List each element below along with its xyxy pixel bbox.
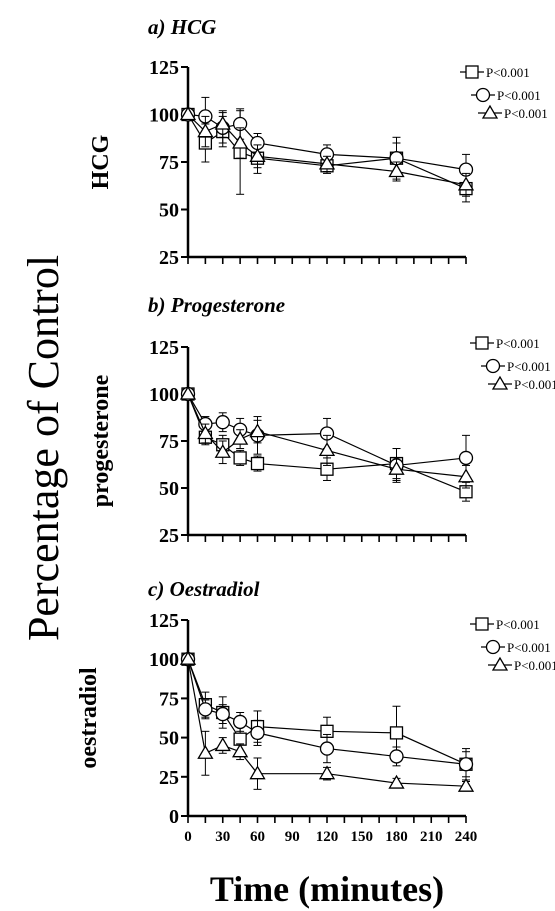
data-point [249, 148, 266, 162]
data-point [249, 765, 266, 780]
data-point [389, 749, 404, 764]
legend-label: P<0.001 [504, 106, 548, 121]
legend-marker [481, 104, 499, 119]
data-point [179, 385, 197, 400]
data-point [250, 725, 265, 741]
y-tick-label: 125 [149, 337, 179, 359]
legend-marker [475, 336, 489, 350]
data-point [318, 442, 336, 457]
legend-marker [485, 639, 501, 655]
legend-marker [475, 617, 489, 631]
data-point [214, 737, 231, 752]
legend-label: P<0.001 [496, 617, 540, 632]
chart-title: c) Oestradiol [148, 577, 260, 601]
legend-label: P<0.001 [507, 640, 551, 655]
data-point [231, 743, 249, 758]
data-point [197, 744, 214, 759]
data-point [215, 706, 230, 722]
chart-panels: a) HCG HCG 25 50 75 100 125 P<0.001 P<0.001 P<0.0… [76, 15, 555, 845]
data-point [250, 456, 265, 471]
y-tick-label: 125 [149, 610, 179, 632]
data-point [389, 726, 404, 740]
y-axis-title: oestradiol [76, 667, 102, 769]
x-tick-label: 210 [420, 829, 443, 845]
y-tick-label: 50 [159, 728, 179, 750]
chart-panel: b) Progesterone progesterone 25 50 75 100 125 P… [88, 293, 555, 547]
series-triangle [179, 106, 475, 197]
legend-marker [475, 87, 491, 103]
series-triangle [179, 650, 475, 792]
data-point [249, 423, 266, 438]
data-point [179, 106, 197, 121]
data-point [457, 468, 475, 483]
data-point [457, 176, 475, 191]
series-triangle [179, 385, 475, 489]
chart-title: a) HCG [148, 15, 216, 39]
y-tick-label: 100 [149, 649, 179, 671]
y-axis-title: progesterone [88, 374, 114, 507]
data-point [458, 757, 474, 772]
legend-marker [491, 375, 509, 390]
data-point [179, 650, 197, 665]
shared-y-axis-label: Percentage of Control [19, 255, 68, 641]
data-point [232, 714, 248, 730]
data-point [231, 430, 249, 445]
y-tick-label: 75 [159, 431, 179, 453]
y-tick-label: 100 [149, 105, 179, 127]
legend-label: P<0.001 [514, 658, 555, 673]
x-tick-label: 90 [285, 829, 300, 845]
data-point [233, 732, 247, 746]
data-point [388, 163, 405, 178]
y-tick-label: 25 [159, 767, 179, 789]
x-tick-label: 120 [316, 829, 339, 845]
data-point [215, 415, 230, 430]
data-point [319, 741, 335, 756]
legend-marker [465, 65, 479, 79]
data-point [233, 451, 247, 465]
x-tick-label: 240 [455, 829, 478, 845]
y-tick-label: 75 [159, 688, 179, 710]
legend-label: P<0.001 [496, 336, 540, 351]
y-tick-label: 50 [159, 478, 179, 500]
chart-panel: c) Oestradiol oestradiol 0 25 50 75 100 125 0 30 6… [76, 577, 555, 845]
data-point [457, 777, 475, 792]
y-axis-title: HCG [88, 134, 114, 189]
data-point [231, 134, 249, 149]
data-point [197, 123, 214, 138]
data-point [458, 450, 474, 466]
y-tick-label: 75 [159, 152, 179, 174]
x-tick-label: 30 [215, 829, 230, 845]
chart-panel: a) HCG HCG 25 50 75 100 125 P<0.001 P<0.001 P<0.0… [88, 15, 548, 269]
shared-x-axis-label: Time (minutes) [210, 869, 444, 909]
y-tick-label: 0 [169, 806, 179, 828]
x-tick-label: 60 [250, 829, 265, 845]
data-point [214, 443, 231, 458]
legend-label: P<0.001 [507, 359, 551, 374]
x-tick-label: 0 [184, 829, 192, 845]
legend-label: P<0.001 [514, 377, 555, 392]
data-point [214, 115, 231, 130]
legend-marker [491, 656, 509, 671]
chart-title: b) Progesterone [148, 293, 285, 317]
data-point [318, 155, 336, 170]
y-tick-label: 125 [149, 57, 179, 79]
data-point [318, 765, 336, 780]
y-tick-label: 25 [159, 525, 179, 547]
x-tick-label: 180 [385, 829, 408, 845]
data-point [388, 460, 405, 475]
y-tick-label: 50 [159, 200, 179, 222]
series-circle [180, 652, 474, 778]
data-point [197, 425, 214, 440]
legend-label: P<0.001 [486, 65, 530, 80]
data-point [198, 702, 213, 717]
y-tick-label: 100 [149, 384, 179, 406]
legend-marker [485, 358, 501, 374]
data-point [388, 774, 405, 789]
legend-label: P<0.001 [497, 88, 541, 103]
y-tick-label: 25 [159, 247, 179, 269]
x-tick-label: 150 [351, 829, 374, 845]
